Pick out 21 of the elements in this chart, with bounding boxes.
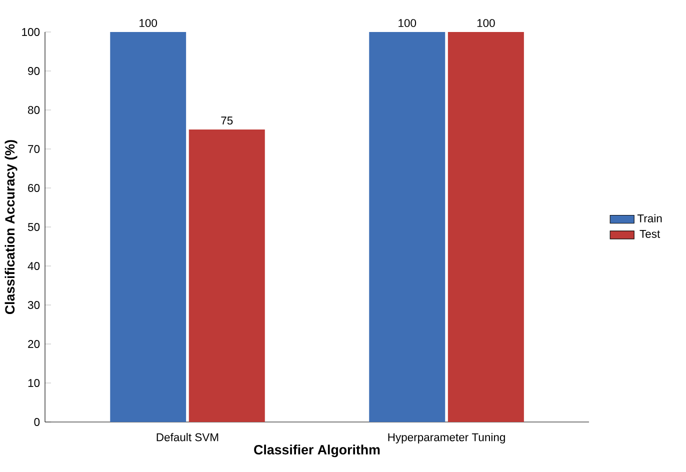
data-label: 100: [398, 19, 416, 28]
y-tick-label: 90: [28, 67, 40, 75]
legend-label: Test: [640, 230, 660, 238]
y-tick-label: 50: [28, 223, 40, 231]
y-tick-label: 70: [28, 145, 40, 153]
y-tick-label: 10: [28, 379, 40, 387]
data-label: 75: [221, 116, 233, 125]
x-tick-label: Hyperparameter Tuning: [388, 432, 505, 444]
y-axis-title: Classification Accuracy (%): [4, 140, 18, 314]
y-tick-label: 30: [28, 301, 40, 309]
y-tick-label: 100: [22, 28, 40, 36]
x-tick-label: Default SVM: [156, 432, 218, 442]
y-tick-label: 0: [34, 418, 40, 426]
data-label: 100: [477, 19, 495, 28]
y-tick-label: 60: [28, 184, 40, 192]
y-tick-label: 40: [28, 262, 40, 270]
x-axis-title: Classifier Algorithm: [254, 444, 380, 458]
legend-label: Train: [637, 214, 662, 222]
data-label: 100: [140, 19, 158, 28]
y-tick-label: 80: [28, 106, 40, 114]
y-tick-label: 20: [28, 340, 40, 348]
